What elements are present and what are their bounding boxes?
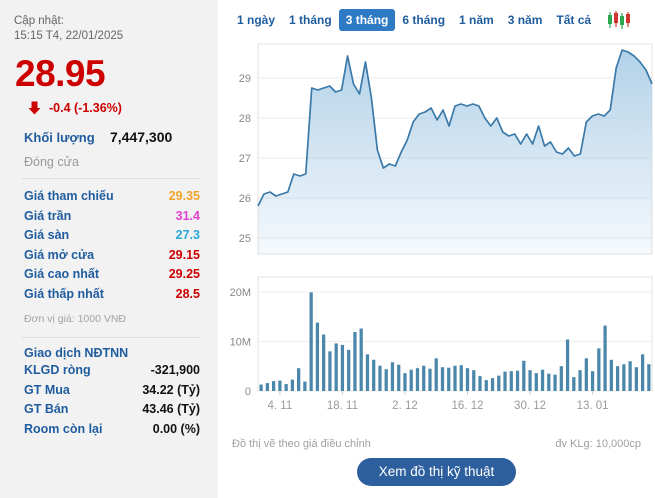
svg-text:29: 29 (239, 73, 251, 85)
candlestick-icon[interactable] (606, 10, 632, 30)
tab-3-thang[interactable]: 3 tháng (338, 9, 396, 31)
table-row: Giá cao nhất 29.25 (24, 265, 200, 285)
session-status: Đóng cửa (24, 155, 79, 169)
stat-value: 43.46 (Tỷ) (142, 402, 200, 416)
stat-label: Giá cao nhất (24, 267, 100, 281)
svg-text:4. 11: 4. 11 (268, 400, 293, 412)
stat-label: GT Mua (24, 382, 70, 397)
stat-value: 28.5 (175, 286, 200, 301)
stat-label: Giá trần (24, 208, 72, 223)
table-row: GT Bán 43.46 (Tỷ) (24, 400, 200, 420)
volume-unit-note: đv KLg: 10,000cp (555, 438, 641, 450)
table-row: KLGD ròng -321,900 (24, 361, 200, 381)
svg-text:13. 01: 13. 01 (577, 400, 609, 412)
tab-tat-ca[interactable]: Tất cả (556, 13, 592, 27)
table-row: Giá sàn 27.3 (24, 226, 200, 246)
divider-bottom (22, 337, 200, 338)
stat-label: Giá tham chiếu (24, 189, 114, 203)
svg-text:10M: 10M (230, 336, 251, 348)
stat-label: GT Bán (24, 402, 69, 416)
tab-6-thang[interactable]: 6 tháng (402, 13, 446, 27)
stat-value: 0.00 (%) (152, 421, 200, 436)
svg-text:25: 25 (239, 233, 251, 245)
stat-label: Room còn lại (24, 421, 103, 436)
svg-text:30. 12: 30. 12 (514, 400, 546, 412)
stat-value: 27.3 (175, 228, 200, 242)
svg-text:0: 0 (245, 386, 251, 398)
price-unit-note: Đơn vị giá: 1000 VNĐ (24, 313, 127, 325)
volume-value: 7,447,300 (110, 129, 173, 145)
price-stats-table: Giá tham chiếu 29.35 Giá trần 31.4 Giá s… (24, 187, 200, 304)
stat-value: 34.22 (Tỷ) (142, 382, 200, 397)
summary-panel: Cập nhật: 15:15 T4, 22/01/2025 28.95 -0.… (0, 0, 218, 498)
stat-label: Giá thấp nhất (24, 286, 104, 301)
table-row: GT Mua 34.22 (Tỷ) (24, 381, 200, 401)
period-tabs: 1 ngày 1 tháng 3 tháng 6 tháng 1 năm 3 n… (218, 0, 655, 36)
chart-panel: 1 ngày 1 tháng 3 tháng 6 tháng 1 năm 3 n… (218, 0, 655, 498)
svg-text:27: 27 (239, 153, 251, 165)
price-change-row: -0.4 (-1.36%) (28, 98, 202, 118)
tab-1-ngay[interactable]: 1 ngày (237, 13, 276, 27)
arrow-down-icon (28, 101, 41, 115)
volume-bar-chart[interactable]: 0 10M 20M 4. 11 18. 11 2. 12 16. 12 30. 12 13. 0… (218, 271, 655, 436)
adjusted-price-note: Đồ thị vẽ theo giá điều chỉnh (232, 438, 371, 450)
stat-value: 29.15 (168, 247, 200, 262)
stat-value: 29.25 (168, 267, 200, 281)
stat-value: 29.35 (168, 189, 200, 203)
updated-timestamp: 15:15 T4, 22/01/2025 (14, 30, 124, 42)
volume-row: Khối lượng 7,447,300 (24, 129, 202, 145)
table-row: Giá trần 31.4 (24, 207, 200, 227)
svg-text:28: 28 (239, 113, 251, 125)
tech-chart-button-wrap: Xem đồ thị kỹ thuật (218, 458, 655, 486)
stat-label: KLGD ròng (24, 363, 91, 377)
updated-label: Cập nhật: (14, 15, 64, 27)
price-change-value: -0.4 (-1.36%) (49, 101, 122, 115)
foreign-trading-title: Giao dịch NĐTNN (24, 346, 129, 360)
tab-1-thang[interactable]: 1 tháng (289, 13, 332, 27)
table-row: Room còn lại 0.00 (%) (24, 420, 200, 440)
chart-footer-notes: Đồ thị vẽ theo giá điều chỉnh đv KLg: 10… (218, 438, 655, 450)
svg-text:26: 26 (239, 193, 251, 205)
table-row: Giá thấp nhất 28.5 (24, 285, 200, 305)
stat-label: Giá mở cửa (24, 247, 95, 262)
foreign-trading-table: KLGD ròng -321,900 GT Mua 34.22 (Tỷ) GT … (24, 361, 200, 439)
tab-3-nam[interactable]: 3 năm (507, 13, 543, 27)
svg-text:18. 11: 18. 11 (327, 400, 358, 412)
divider-top (22, 178, 200, 179)
stat-value: -321,900 (150, 363, 200, 377)
price-area-chart[interactable]: 25 26 27 28 29 (218, 36, 655, 271)
last-updated: Cập nhật: 15:15 T4, 22/01/2025 (14, 14, 202, 44)
last-price: 28.95 (15, 53, 106, 94)
svg-text:16. 12: 16. 12 (452, 400, 484, 412)
svg-text:20M: 20M (230, 287, 251, 299)
charts-container: 25 26 27 28 29 0 10M 20M 4. 11 18. 11 2. 12 16. 12… (218, 36, 655, 436)
tech-chart-button[interactable]: Xem đồ thị kỹ thuật (356, 458, 517, 486)
table-row: Giá mở cửa 29.15 (24, 246, 200, 266)
tab-1-nam[interactable]: 1 năm (459, 13, 494, 27)
stat-label: Giá sàn (24, 228, 70, 242)
stat-value: 31.4 (175, 208, 200, 223)
table-row: Giá tham chiếu 29.35 (24, 187, 200, 207)
volume-label: Khối lượng (24, 130, 95, 145)
svg-text:2. 12: 2. 12 (392, 400, 418, 412)
